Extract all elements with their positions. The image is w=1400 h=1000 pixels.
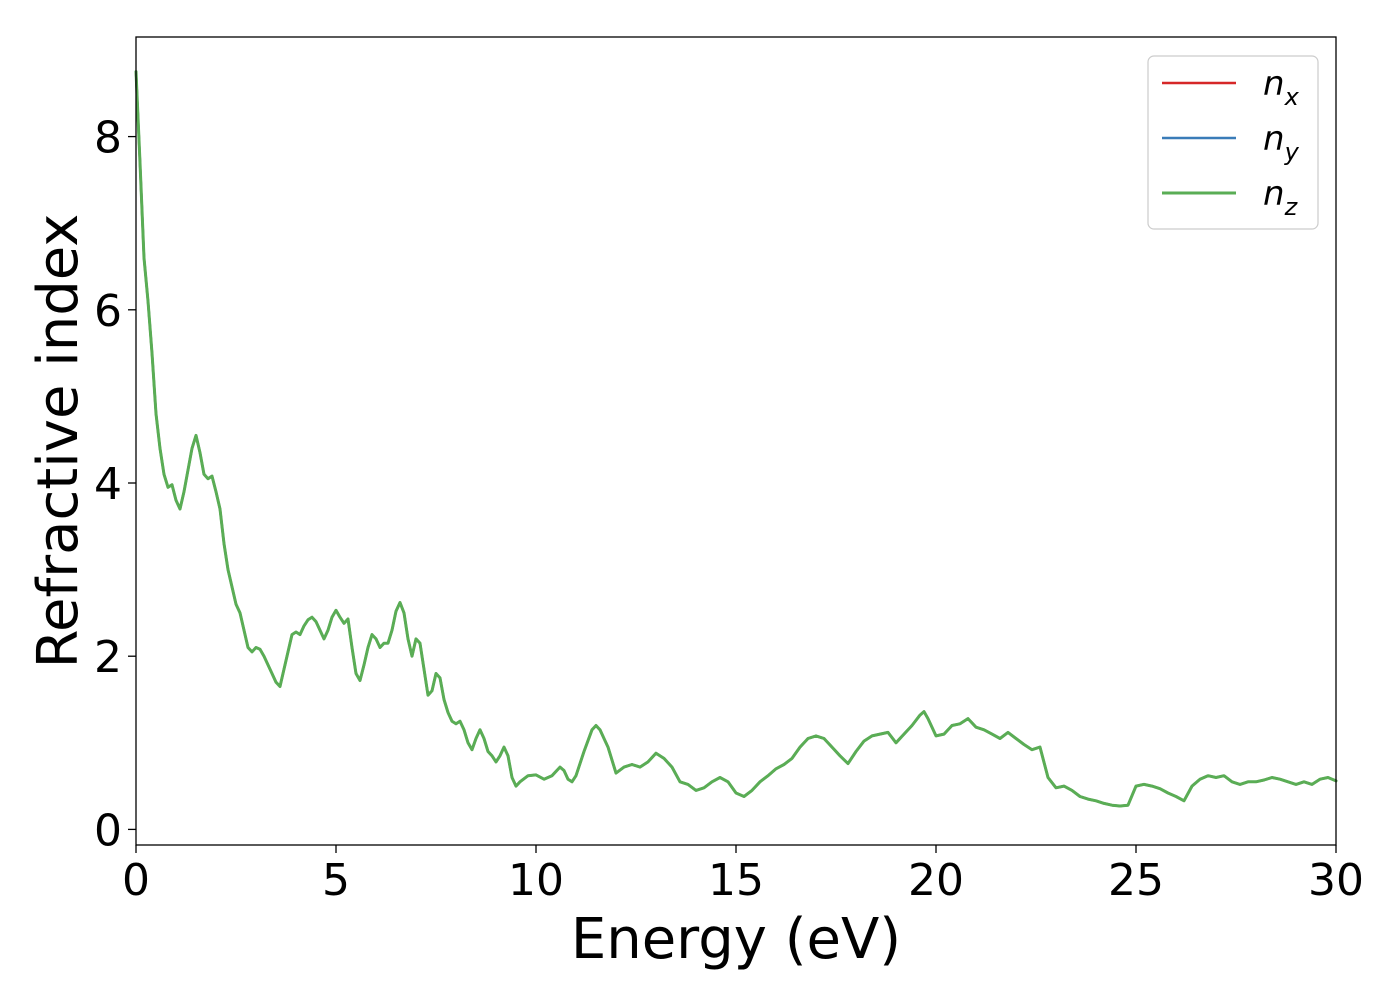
x-tick-label: 0: [122, 855, 150, 906]
y-axis-ticks: 0 2 4 6 8: [94, 113, 136, 856]
y-tick-label: 4: [94, 459, 122, 510]
y-tick-label: 2: [94, 632, 122, 683]
legend-box: [1147, 55, 1319, 230]
y-tick-label: 0: [94, 805, 122, 856]
x-axis-ticks: 0 5 10 15 20 25 30: [122, 845, 1364, 906]
x-tick-label: 5: [322, 855, 350, 906]
x-tick-label: 25: [1108, 855, 1164, 906]
legend-label-z: nz: [1263, 174, 1299, 221]
legend-label-y: ny: [1263, 119, 1300, 166]
y-tick-label: 8: [94, 113, 122, 164]
y-axis-label: Refractive index: [26, 214, 91, 669]
series-layer: [134, 70, 1338, 808]
legend-label-x: nx: [1263, 64, 1300, 111]
y-tick-label: 6: [94, 286, 122, 337]
x-tick-label: 10: [508, 855, 564, 906]
x-axis-label: Energy (eV): [571, 907, 901, 972]
x-tick-label: 15: [708, 855, 764, 906]
series-line-z: [134, 70, 1338, 808]
x-tick-label: 30: [1308, 855, 1364, 906]
x-tick-label: 20: [908, 855, 964, 906]
legend: nx ny nz: [1147, 55, 1319, 230]
